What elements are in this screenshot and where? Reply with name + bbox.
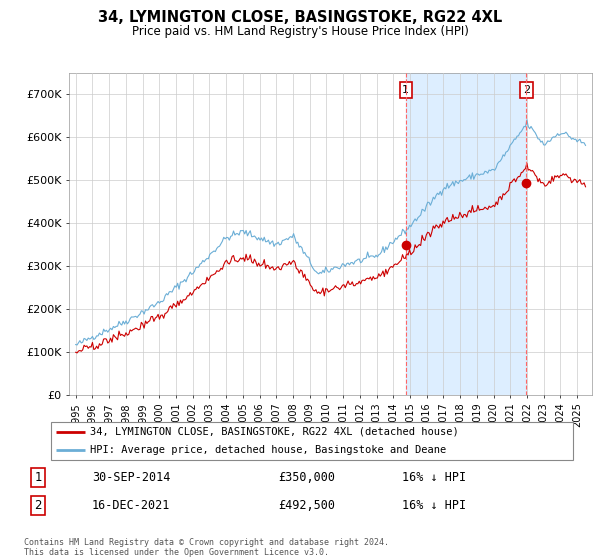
Text: 16-DEC-2021: 16-DEC-2021	[92, 498, 170, 512]
Text: Price paid vs. HM Land Registry's House Price Index (HPI): Price paid vs. HM Land Registry's House …	[131, 25, 469, 38]
Text: 2: 2	[34, 498, 42, 512]
FancyBboxPatch shape	[50, 422, 574, 460]
Text: £492,500: £492,500	[278, 498, 335, 512]
Text: 16% ↓ HPI: 16% ↓ HPI	[402, 470, 466, 484]
Text: 2: 2	[523, 85, 530, 95]
Text: 1: 1	[403, 85, 409, 95]
Text: £350,000: £350,000	[278, 470, 335, 484]
Text: HPI: Average price, detached house, Basingstoke and Deane: HPI: Average price, detached house, Basi…	[90, 445, 446, 455]
Text: 30-SEP-2014: 30-SEP-2014	[92, 470, 170, 484]
Text: Contains HM Land Registry data © Crown copyright and database right 2024.
This d: Contains HM Land Registry data © Crown c…	[24, 538, 389, 557]
Text: 16% ↓ HPI: 16% ↓ HPI	[402, 498, 466, 512]
Text: 34, LYMINGTON CLOSE, BASINGSTOKE, RG22 4XL (detached house): 34, LYMINGTON CLOSE, BASINGSTOKE, RG22 4…	[90, 427, 459, 437]
Text: 1: 1	[34, 470, 42, 484]
Text: 34, LYMINGTON CLOSE, BASINGSTOKE, RG22 4XL: 34, LYMINGTON CLOSE, BASINGSTOKE, RG22 4…	[98, 10, 502, 25]
Bar	[406, 73, 526, 395]
